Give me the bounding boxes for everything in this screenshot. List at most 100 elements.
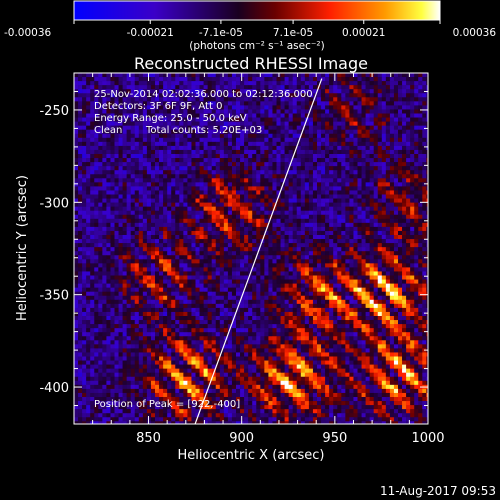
- heatmap-cell: [341, 162, 346, 167]
- heatmap-cell: [175, 190, 180, 195]
- heatmap-cell: [171, 222, 176, 228]
- heatmap-cell: [211, 117, 217, 122]
- heatmap-cell: [78, 239, 83, 244]
- heatmap-cell: [142, 170, 148, 175]
- heatmap-cell: [288, 198, 293, 203]
- heatmap-cell: [171, 218, 176, 224]
- heatmap-cell: [365, 194, 370, 199]
- heatmap-cell: [272, 178, 277, 183]
- heatmap-cell: [98, 137, 103, 143]
- heatmap-cell: [312, 222, 318, 228]
- heatmap-cell: [398, 291, 403, 297]
- heatmap-cell: [74, 251, 79, 256]
- heatmap-cell: [122, 263, 127, 268]
- heatmap-cell: [155, 226, 160, 232]
- heatmap-cell: [317, 109, 322, 114]
- heatmap-cell: [236, 129, 241, 135]
- heatmap-cell: [227, 170, 233, 175]
- heatmap-cell: [110, 101, 115, 106]
- heatmap-cell: [381, 129, 387, 135]
- heatmap-cell: [195, 198, 200, 203]
- heatmap-cell: [175, 97, 180, 102]
- heatmap-cell: [426, 81, 428, 86]
- heatmap-cell: [317, 178, 322, 183]
- heatmap-cell: [361, 158, 366, 163]
- heatmap-cell: [138, 170, 144, 175]
- heatmap-cell: [106, 154, 111, 159]
- heatmap-cell: [146, 158, 152, 163]
- heatmap-cell: [312, 113, 318, 118]
- heatmap-cell: [398, 210, 403, 216]
- heatmap-cell: [94, 299, 99, 305]
- heatmap-cell: [329, 194, 334, 199]
- heatmap-cell: [90, 101, 95, 106]
- heatmap-cell: [321, 174, 326, 179]
- heatmap-cell: [102, 295, 107, 301]
- heatmap-cell: [122, 206, 127, 211]
- heatmap-cell: [304, 198, 310, 203]
- heatmap-cell: [142, 267, 148, 272]
- heatmap-cell: [179, 218, 184, 224]
- heatmap-cell: [203, 190, 208, 195]
- heatmap-cell: [389, 109, 395, 114]
- heatmap-cell: [300, 137, 306, 143]
- heatmap-cell: [296, 275, 302, 280]
- heatmap-cell: [308, 89, 314, 94]
- heatmap-cell: [329, 170, 334, 175]
- heatmap-cell: [122, 291, 127, 297]
- heatmap-cell: [122, 202, 127, 207]
- heatmap-cell: [86, 129, 91, 135]
- heatmap-cell: [377, 178, 383, 183]
- heatmap-cell: [118, 283, 123, 288]
- heatmap-cell: [345, 133, 350, 139]
- heatmap-cell: [159, 267, 164, 272]
- heatmap-cell: [410, 178, 415, 183]
- heatmap-cell: [312, 295, 318, 301]
- heatmap-cell: [317, 149, 322, 155]
- heatmap-cell: [86, 299, 91, 305]
- heatmap-cell: [211, 226, 217, 232]
- heatmap-cell: [321, 230, 326, 236]
- heatmap-cell: [276, 170, 281, 175]
- heatmap-cell: [418, 279, 423, 284]
- heatmap-cell: [90, 109, 95, 114]
- heatmap-cell: [406, 149, 411, 155]
- heatmap-cell: [175, 222, 180, 228]
- heatmap-cell: [98, 214, 103, 220]
- heatmap-cell: [357, 113, 362, 118]
- heatmap-cell: [207, 214, 212, 220]
- heatmap-cell: [418, 243, 423, 248]
- heatmap-cell: [414, 105, 419, 110]
- heatmap-cell: [292, 145, 298, 151]
- heatmap-cell: [86, 125, 91, 130]
- heatmap-cell: [284, 129, 289, 135]
- heatmap-cell: [231, 230, 237, 236]
- heatmap-cell: [98, 121, 103, 126]
- heatmap-cell: [126, 259, 131, 264]
- heatmap-cell: [240, 295, 245, 301]
- heatmap-cell: [377, 149, 383, 155]
- heatmap-cell: [422, 226, 427, 232]
- heatmap-cell: [82, 275, 87, 280]
- heatmap-cell: [385, 141, 391, 147]
- heatmap-cell: [389, 291, 395, 297]
- heatmap-cell: [187, 166, 192, 171]
- heatmap-cell: [304, 194, 310, 199]
- heatmap-cell: [244, 117, 249, 122]
- heatmap-cell: [410, 263, 415, 268]
- heatmap-cell: [365, 113, 370, 118]
- heatmap-cell: [114, 194, 119, 199]
- heatmap-cell: [138, 287, 144, 292]
- heatmap-cell: [134, 275, 140, 280]
- heatmap-cell: [244, 113, 249, 118]
- heatmap-cell: [155, 186, 160, 191]
- heatmap-cell: [393, 222, 399, 228]
- heatmap-cell: [211, 239, 217, 244]
- heatmap-cell: [377, 243, 383, 248]
- heatmap-cell: [203, 178, 208, 183]
- heatmap-cell: [296, 210, 302, 216]
- heatmap-cell: [219, 243, 225, 248]
- heatmap-cell: [389, 182, 395, 187]
- heatmap-cell: [264, 198, 269, 203]
- heatmap-cell: [159, 154, 164, 159]
